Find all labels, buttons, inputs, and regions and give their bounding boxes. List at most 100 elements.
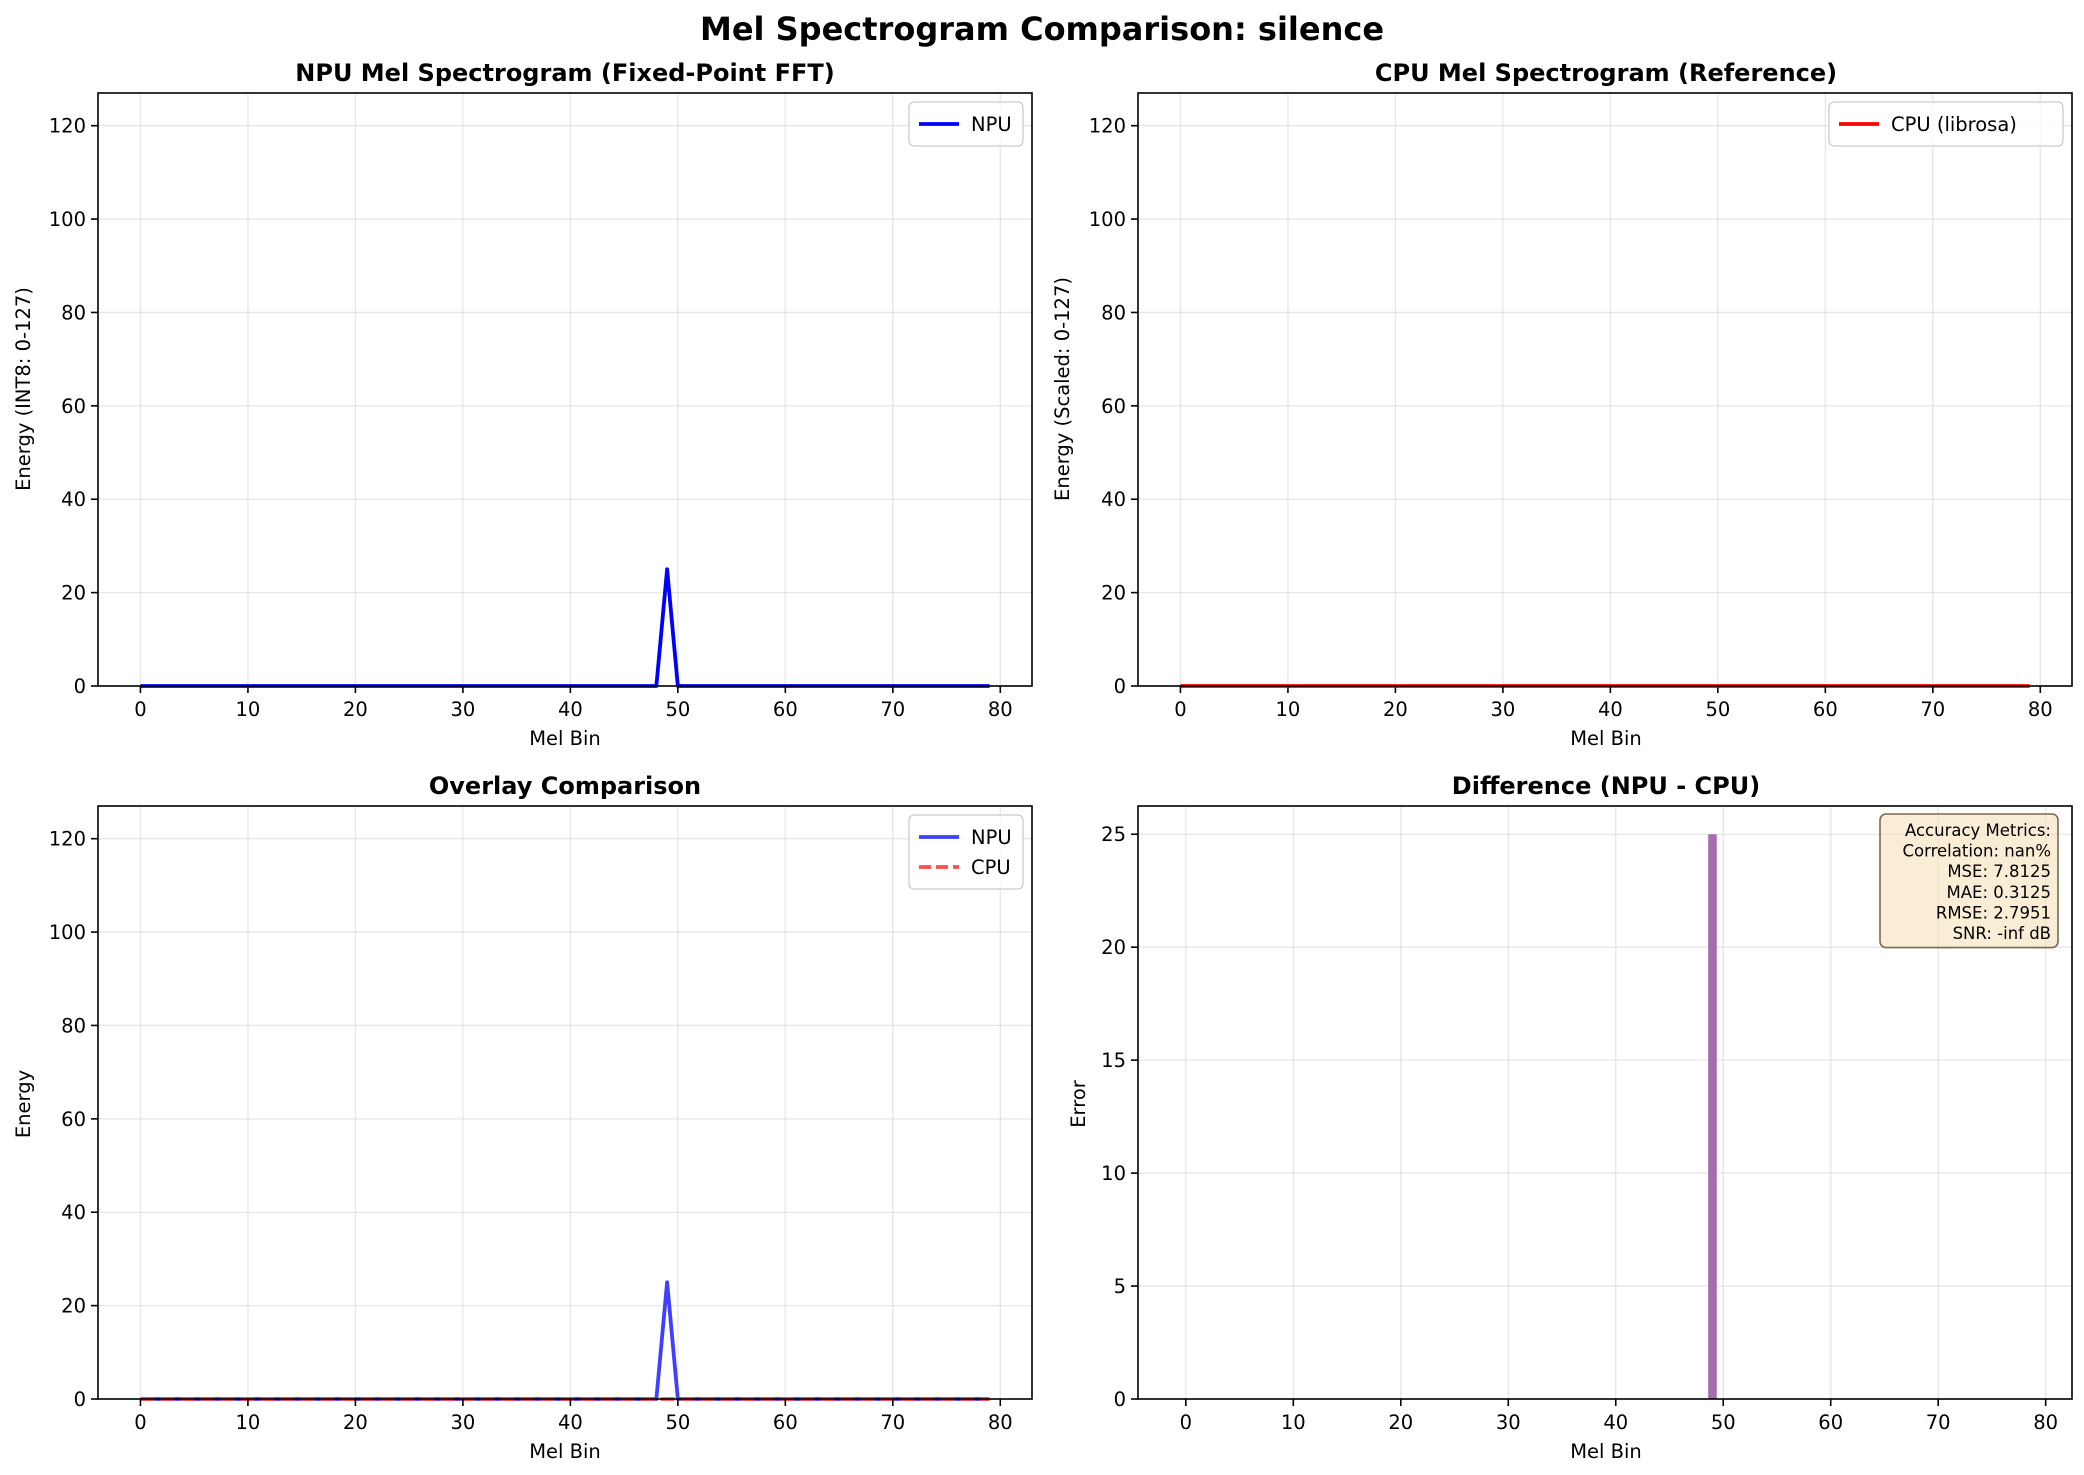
- cpu-axes-frame: [1137, 92, 2073, 687]
- overlay-xtick-label: 40: [558, 1411, 583, 1434]
- overlay-xtick-label: 10: [236, 1411, 261, 1434]
- npu-xtick-label: 0: [134, 698, 146, 721]
- cpu-xtick-label: 80: [2028, 698, 2053, 721]
- panel-overlay-ylabel: Energy: [12, 1070, 35, 1138]
- npu-ytick-label: 20: [61, 582, 86, 605]
- overlay-legend-label-0: NPU: [971, 826, 1012, 849]
- panel-npu: NPU Mel Spectrogram (Fixed-Point FFT) 0 1…: [12, 59, 1033, 750]
- metrics-line: RMSE: 2.7951: [1936, 903, 2051, 922]
- overlay-xtick-label: 70: [880, 1411, 905, 1434]
- cpu-xtick-label: 50: [1705, 698, 1730, 721]
- panel-diff-plot: 0 10 20 30 40 50 60 70 80 0 5 10 15 20 25 Accuracy Metr…: [1101, 805, 2073, 1434]
- npu-axes-frame: [97, 92, 1033, 687]
- panel-overlay: Overlay Comparison 0 10 20 30 40 50 60 70 80 0 20 4…: [12, 772, 1033, 1463]
- npu-xtick-label: 10: [236, 698, 261, 721]
- npu-xtick-label: 40: [558, 698, 583, 721]
- npu-ytick-label: 100: [49, 208, 86, 231]
- diff-xtick-label: 80: [2033, 1411, 2058, 1434]
- diff-ytick-label: 25: [1101, 823, 1126, 846]
- overlay-xtick-label: 0: [134, 1411, 146, 1434]
- metrics-line: MSE: 7.8125: [1947, 862, 2051, 881]
- cpu-xtick-label: 10: [1276, 698, 1301, 721]
- cpu-ytick-label: 120: [1089, 115, 1126, 138]
- npu-ytick-label: 40: [61, 488, 86, 511]
- npu-xtick-label: 30: [450, 698, 475, 721]
- npu-xtick-label: 60: [773, 698, 798, 721]
- cpu-xtick-label: 20: [1383, 698, 1408, 721]
- overlay-ytick-label: 60: [61, 1108, 86, 1131]
- cpu-xtick-label: 70: [1920, 698, 1945, 721]
- cpu-legend-label-0: CPU (librosa): [1891, 113, 2017, 136]
- panel-cpu-ylabel: Energy (Scaled: 0-127): [1051, 277, 1074, 501]
- diff-xtick-label: 30: [1496, 1411, 1521, 1434]
- overlay-legend-label-1: CPU: [971, 856, 1011, 879]
- overlay-ytick-label: 100: [49, 921, 86, 944]
- diff-xtick-label: 60: [1818, 1411, 1843, 1434]
- overlay-axes-frame: [97, 805, 1033, 1400]
- panel-npu-xlabel: Mel Bin: [529, 727, 601, 750]
- cpu-legend-box: [1828, 101, 2064, 147]
- panel-npu-plot: 0 10 20 30 40 50 60 70 80 0 20 40 60 80 100 120 NPU: [49, 92, 1033, 721]
- diff-xtick-label: 40: [1603, 1411, 1628, 1434]
- cpu-xtick-label: 0: [1174, 698, 1186, 721]
- overlay-ytick-label: 0: [74, 1388, 86, 1411]
- cpu-ytick-label: 100: [1089, 208, 1126, 231]
- panel-overlay-xlabel: Mel Bin: [529, 1440, 601, 1463]
- cpu-xtick-label: 60: [1813, 698, 1838, 721]
- panel-npu-title: NPU Mel Spectrogram (Fixed-Point FFT): [295, 59, 834, 87]
- diff-ytick-label: 5: [1114, 1275, 1126, 1298]
- diff-xtick-label: 10: [1281, 1411, 1306, 1434]
- panel-cpu-plot: 0 10 20 30 40 50 60 70 80 0 20 40 60 80 100 120 CPU (lib…: [1089, 92, 2073, 721]
- panel-diff: Difference (NPU - CPU) 0 10 20 30 40 50 60 70 80…: [1067, 772, 2073, 1463]
- npu-xtick-label: 20: [343, 698, 368, 721]
- panel-cpu-title: CPU Mel Spectrogram (Reference): [1375, 59, 1837, 87]
- npu-ytick-label: 80: [61, 301, 86, 324]
- overlay-xtick-label: 20: [343, 1411, 368, 1434]
- panel-diff-title: Difference (NPU - CPU): [1452, 772, 1760, 800]
- panel-diff-ylabel: Error: [1067, 1079, 1090, 1128]
- diff-ytick-label: 0: [1114, 1388, 1126, 1411]
- overlay-legend-box: [908, 814, 1024, 890]
- panel-npu-ylabel: Energy (INT8: 0-127): [12, 287, 35, 491]
- diff-xtick-label: 70: [1926, 1411, 1951, 1434]
- overlay-ytick-label: 20: [61, 1295, 86, 1318]
- cpu-ytick-label: 20: [1101, 582, 1126, 605]
- panel-cpu: CPU Mel Spectrogram (Reference) 0 10 20 30 4…: [1051, 59, 2073, 750]
- cpu-ytick-label: 40: [1101, 488, 1126, 511]
- cpu-xtick-label: 40: [1598, 698, 1623, 721]
- overlay-ytick-label: 120: [49, 828, 86, 851]
- diff-metrics-box: [1879, 813, 2059, 949]
- overlay-ytick-label: 80: [61, 1014, 86, 1037]
- overlay-ytick-label: 40: [61, 1201, 86, 1224]
- metrics-title: Accuracy Metrics:: [1905, 821, 2051, 840]
- npu-xtick-label: 70: [880, 698, 905, 721]
- cpu-ytick-label: 80: [1101, 301, 1126, 324]
- npu-ytick-label: 60: [61, 395, 86, 418]
- panel-overlay-plot: 0 10 20 30 40 50 60 70 80 0 20 40 60 80 100 120 NPU CPU: [49, 805, 1033, 1434]
- npu-xtick-label: 80: [988, 698, 1013, 721]
- metrics-line: Correlation: nan%: [1903, 842, 2052, 861]
- metrics-line: SNR: -inf dB: [1953, 924, 2051, 943]
- metrics-line: MAE: 0.3125: [1947, 883, 2052, 902]
- diff-xtick-label: 0: [1180, 1411, 1192, 1434]
- overlay-xtick-label: 30: [450, 1411, 475, 1434]
- diff-axes-frame: [1137, 805, 2073, 1400]
- panel-diff-xlabel: Mel Bin: [1570, 1440, 1642, 1463]
- panel-overlay-title: Overlay Comparison: [429, 772, 701, 800]
- diff-ytick-label: 10: [1101, 1162, 1126, 1185]
- npu-legend-label-0: NPU: [971, 113, 1012, 136]
- cpu-ytick-label: 60: [1101, 395, 1126, 418]
- overlay-xtick-label: 50: [665, 1411, 690, 1434]
- overlay-xtick-label: 80: [988, 1411, 1013, 1434]
- cpu-ytick-label: 0: [1114, 675, 1126, 698]
- diff-ytick-label: 15: [1101, 1049, 1126, 1072]
- overlay-xtick-label: 60: [773, 1411, 798, 1434]
- cpu-xtick-label: 30: [1490, 698, 1515, 721]
- npu-legend-box: [908, 101, 1024, 147]
- diff-ytick-label: 20: [1101, 936, 1126, 959]
- npu-xtick-label: 50: [665, 698, 690, 721]
- npu-ytick-label: 120: [49, 115, 86, 138]
- figure-title: Mel Spectrogram Comparison: silence: [700, 10, 1384, 48]
